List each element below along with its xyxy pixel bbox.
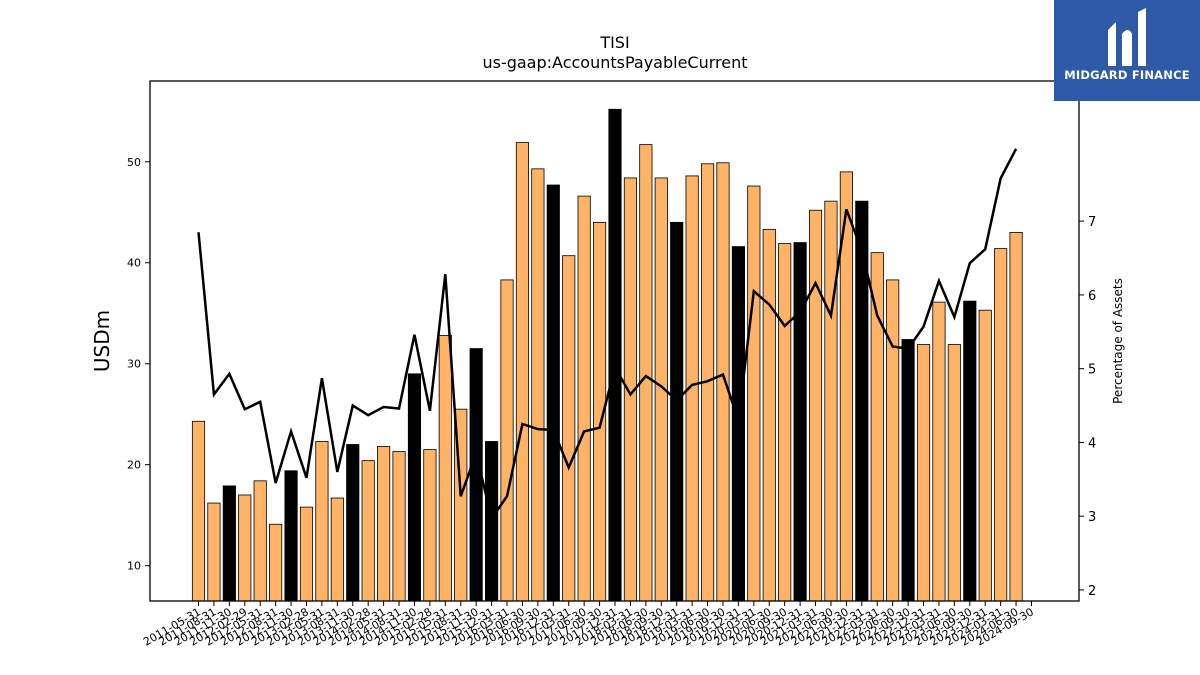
bar	[762, 229, 776, 602]
bar	[793, 242, 807, 602]
y2-tick-label: 5	[1088, 363, 1096, 378]
bar	[562, 255, 576, 602]
bar	[546, 184, 560, 602]
bar	[485, 441, 499, 602]
bar	[423, 449, 437, 602]
bar	[377, 446, 391, 602]
bar	[670, 221, 684, 602]
bar	[747, 185, 761, 602]
bar	[577, 195, 591, 602]
bar	[778, 243, 792, 602]
bar	[855, 200, 869, 602]
bar	[238, 494, 252, 602]
y2-tick-label: 6	[1088, 289, 1096, 304]
line-series	[197, 148, 1018, 522]
line-path	[197, 148, 1018, 522]
bar	[191, 420, 206, 602]
bar	[330, 497, 344, 602]
y2-tick-label: 7	[1088, 215, 1096, 230]
logo-mark-icon	[1108, 8, 1146, 66]
y2-tick-label: 4	[1088, 436, 1096, 451]
y2-tick-label: 3	[1088, 510, 1096, 525]
bar	[284, 470, 298, 602]
y2-tick-label: 2	[1088, 584, 1096, 599]
y-tick-label: 30	[127, 358, 141, 371]
bar	[639, 144, 653, 602]
bar	[253, 480, 267, 602]
bar	[361, 460, 375, 602]
bar	[886, 279, 900, 602]
y-axis-label: USDm	[90, 310, 114, 372]
bar	[994, 248, 1008, 602]
bar	[438, 335, 452, 602]
bar	[269, 523, 283, 602]
bar	[824, 200, 838, 602]
y-tick-label: 50	[127, 156, 141, 169]
bar	[1009, 232, 1023, 602]
bar	[608, 108, 622, 602]
y-axis-ticks: 10 20 30 40 50	[127, 156, 150, 573]
y-tick-label: 40	[127, 257, 141, 270]
x-axis-ticks: 2011-05-312011-08-312011-11-302012-02-29…	[141, 601, 1036, 649]
y-tick-label: 20	[127, 459, 141, 472]
logo-text: MIDGARD FINANCE	[1064, 68, 1190, 82]
bar	[731, 246, 745, 602]
bar	[932, 301, 946, 602]
y2-axis-label: Percentage of Assets	[1111, 278, 1125, 404]
bar	[978, 309, 992, 602]
bar	[222, 485, 236, 602]
bar	[500, 279, 514, 602]
bar	[716, 162, 730, 602]
bar	[346, 444, 360, 602]
y-tick-label: 10	[127, 560, 141, 573]
bar-series	[191, 108, 1023, 602]
bar	[407, 373, 422, 602]
bar	[901, 339, 915, 602]
midgard-finance-logo: MIDGARD FINANCE	[1054, 0, 1200, 101]
bar	[963, 300, 977, 602]
bar	[315, 441, 329, 602]
chart-title: TISI	[599, 33, 629, 52]
bar	[870, 252, 884, 602]
bar	[392, 451, 406, 602]
bar	[531, 168, 545, 602]
bar	[299, 506, 314, 602]
bar	[947, 344, 961, 602]
bar	[916, 344, 931, 602]
bar	[808, 209, 823, 602]
y2-axis-ticks: 2 3 4 5 6 7	[1079, 215, 1096, 599]
bar	[207, 502, 221, 602]
bar	[515, 142, 530, 602]
chart-subtitle: us-gaap:AccountsPayableCurrent	[482, 53, 747, 72]
